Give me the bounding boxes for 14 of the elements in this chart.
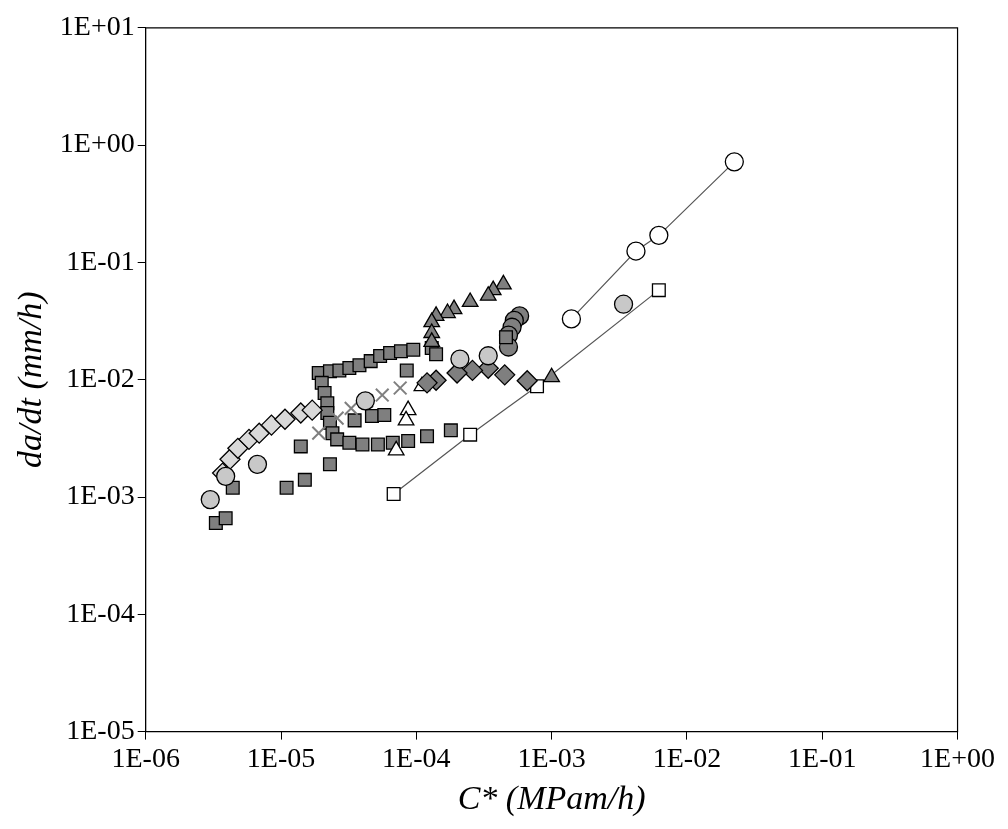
y-tick-label: 1E-01 xyxy=(66,244,135,276)
x-tick-label: 1E-03 xyxy=(517,741,586,773)
y-tick-label: 1E+00 xyxy=(59,127,135,159)
y-tick-label: 1E-04 xyxy=(66,596,135,628)
y-axis-title: da/dt (mm/h) xyxy=(11,291,50,468)
x-tick-label: 1E-04 xyxy=(382,741,451,773)
y-tick-label: 1E-02 xyxy=(66,362,135,394)
x-tick-label: 1E-05 xyxy=(246,741,316,773)
x-tick-label: 1E+00 xyxy=(920,741,996,773)
y-tick-label: 1E-03 xyxy=(66,479,135,511)
x-tick-label: 1E-02 xyxy=(652,741,722,773)
y-tick-label: 1E+01 xyxy=(59,10,135,42)
x-axis-title: C* (MPam/h) xyxy=(457,778,646,817)
x-tick-label: 1E-01 xyxy=(788,741,857,773)
